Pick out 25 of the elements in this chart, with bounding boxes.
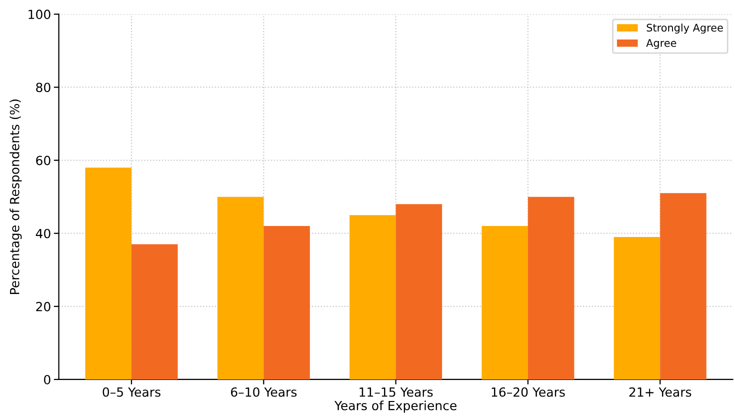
- legend-label: Strongly Agree: [646, 24, 723, 34]
- y-tick-label: 0: [44, 374, 50, 384]
- x-axis-title: Years of Experience: [334, 400, 456, 413]
- bar: [660, 193, 706, 380]
- bar: [528, 196, 574, 380]
- y-tick-label: 100: [28, 10, 50, 20]
- legend-label: Agree: [646, 39, 676, 49]
- x-tick-label: 16–20 Years: [492, 387, 565, 397]
- bar: [217, 196, 264, 380]
- bar: [396, 204, 442, 380]
- y-tick-label: 60: [36, 156, 50, 166]
- y-tick-label: 20: [36, 302, 50, 312]
- x-tick-label: 11–15 Years: [360, 387, 433, 397]
- bar: [131, 244, 178, 380]
- x-tick-label: 0–5 Years: [102, 387, 160, 397]
- y-tick-label: 80: [36, 82, 50, 92]
- bar: [482, 226, 528, 380]
- bar: [85, 168, 132, 380]
- x-tick-label: 21+ Years: [629, 387, 692, 397]
- bar: [614, 237, 660, 380]
- x-tick-label: 6–10 Years: [230, 387, 297, 397]
- bar: [264, 226, 310, 380]
- y-tick-label: 40: [36, 228, 50, 238]
- bar: [350, 215, 396, 380]
- y-axis-title: Percentage of Respondents (%): [10, 100, 22, 294]
